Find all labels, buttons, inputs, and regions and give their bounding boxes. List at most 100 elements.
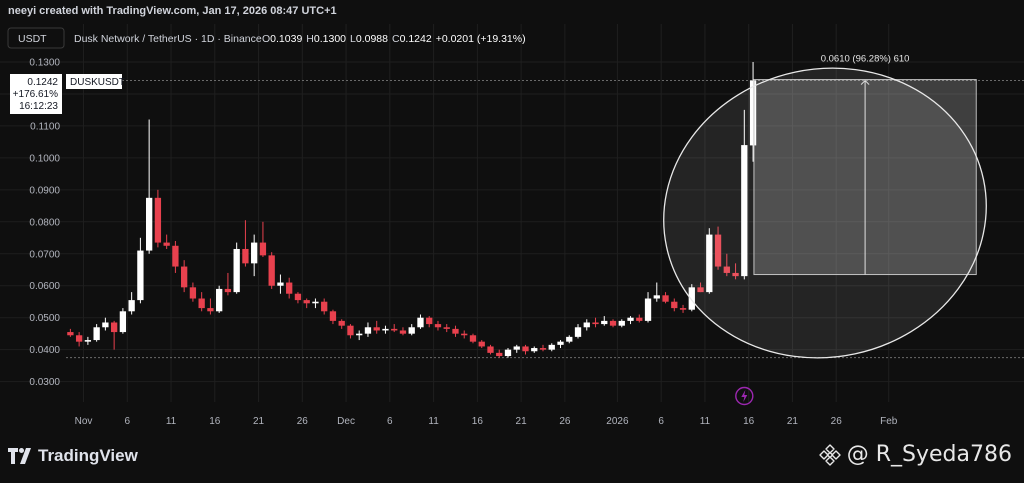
y-tick-label: 0.0400 — [29, 345, 60, 356]
ohlc-key: C — [392, 33, 400, 45]
candle-body — [592, 322, 599, 325]
candle — [224, 272, 232, 296]
candle-body — [679, 308, 687, 310]
x-tick-label: 26 — [297, 416, 309, 427]
candle-body — [286, 282, 293, 294]
candle — [574, 324, 582, 339]
time-axis[interactable]: Nov 6 11 16 21 26 Dec 6 11 16 21 26 2026 6 11 16 21 26 Feb — [75, 416, 898, 427]
bar-countdown: 16:12:23 — [19, 101, 58, 112]
candle — [618, 319, 625, 328]
candle-body — [391, 328, 398, 331]
x-tick-label: 16 — [472, 416, 484, 427]
x-tick-label: 16 — [209, 416, 221, 427]
candle — [216, 285, 223, 313]
candle — [478, 340, 485, 349]
candle — [189, 282, 197, 302]
ohlc-value: 0.1039 — [270, 33, 302, 45]
last-price-box: 0.1242 +176.61% 16:12:23 DUSKUSDT — [10, 74, 125, 114]
candle — [504, 348, 512, 358]
candle-body — [644, 298, 652, 321]
candle-body — [627, 317, 634, 321]
candle — [93, 324, 100, 342]
candle — [636, 314, 643, 323]
price-chart[interactable]: 0.13000.12000.11000.10000.09000.08000.07… — [0, 24, 1024, 432]
candle — [732, 263, 739, 280]
candle-body — [723, 266, 730, 273]
y-tick-label: 0.0500 — [29, 313, 60, 324]
candle — [627, 316, 634, 325]
candle-body — [706, 234, 713, 293]
footer: TradingView @ R_Syeda786 — [0, 432, 1024, 483]
candle — [679, 304, 687, 313]
ohlc-key: L — [350, 33, 356, 45]
highlight-ellipse[interactable] — [637, 38, 1014, 387]
author-watermark: @ R_Syeda786 — [819, 442, 1012, 467]
candle-body — [688, 287, 695, 310]
candle — [671, 298, 678, 312]
candle-body — [434, 324, 442, 328]
candle-body — [382, 328, 389, 331]
candle-body — [137, 250, 144, 301]
ohlc-key: O — [262, 33, 270, 45]
candle-body — [110, 322, 118, 333]
currency-button[interactable] — [7, 27, 65, 49]
candle — [688, 284, 695, 312]
author-handle: @ R_Syeda786 — [846, 442, 1012, 467]
candle-body — [741, 145, 748, 277]
x-tick-label: 6 — [387, 416, 393, 427]
tradingview-logo[interactable]: TradingView — [8, 446, 138, 466]
x-tick-label: 6 — [658, 416, 664, 427]
candle — [277, 274, 284, 294]
x-tick-label: 11 — [166, 416, 177, 427]
candle-body — [251, 242, 258, 264]
candle — [259, 221, 267, 257]
candle — [443, 324, 450, 333]
y-tick-label: 0.1000 — [29, 153, 60, 164]
candle-body — [154, 197, 162, 243]
candle — [102, 317, 109, 331]
candle-body — [513, 346, 520, 350]
candle-body — [583, 322, 590, 328]
candle-body — [84, 340, 92, 342]
candle-body — [496, 352, 503, 357]
candle — [338, 319, 345, 329]
candle — [566, 335, 573, 344]
candle-body — [312, 301, 319, 304]
candle-body — [749, 80, 757, 146]
candle — [268, 252, 275, 289]
candle — [207, 298, 214, 315]
candle — [286, 277, 293, 299]
candle — [548, 343, 555, 352]
candle — [128, 292, 135, 315]
candle — [723, 253, 730, 277]
candle-body — [408, 327, 415, 334]
candle — [601, 316, 608, 326]
candle-body — [452, 328, 459, 334]
ohlc-key: H — [306, 33, 314, 45]
lightning-icon[interactable] — [735, 386, 754, 406]
symbol-label-bg — [66, 74, 122, 89]
candle-body — [145, 197, 153, 251]
candle — [609, 319, 617, 328]
x-tick-label: 11 — [428, 416, 439, 427]
x-tick-label: 21 — [253, 416, 265, 427]
candle — [741, 109, 748, 280]
candle-body — [504, 349, 512, 357]
candle — [119, 308, 127, 334]
candle-body — [574, 327, 582, 337]
candle-body — [487, 346, 494, 353]
candle-body — [93, 327, 100, 341]
y-tick-label: 0.0800 — [29, 217, 60, 228]
attribution-bar: neeyi created with TradingView.com, Jan … — [0, 0, 1024, 24]
candle — [233, 242, 240, 294]
candle-body — [303, 300, 310, 304]
candle-body — [364, 327, 372, 334]
candle — [417, 314, 424, 329]
candle-body — [671, 301, 678, 309]
candle — [145, 119, 153, 254]
symbol-label: DUSKUSDT — [70, 77, 125, 88]
candle — [110, 320, 118, 350]
candle-body — [373, 327, 380, 331]
candle-body — [347, 325, 354, 336]
measure-tool[interactable]: 0.0610 (96.28%) 610 — [753, 54, 977, 276]
